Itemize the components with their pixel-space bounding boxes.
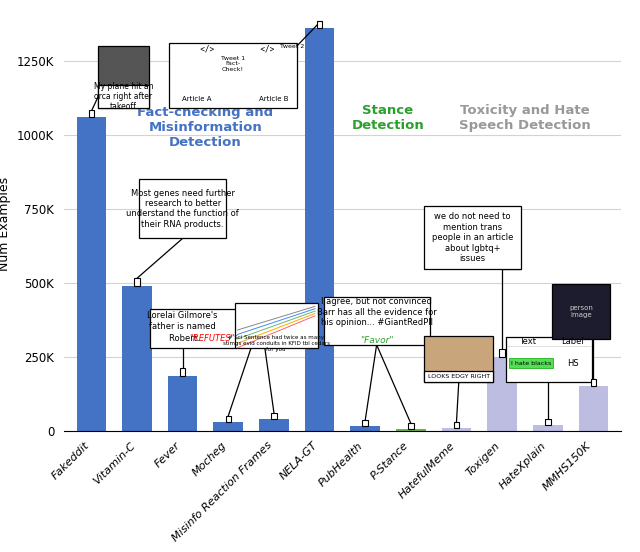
FancyBboxPatch shape xyxy=(271,413,276,419)
Text: I hate blacks: I hate blacks xyxy=(511,361,551,366)
Text: Article A: Article A xyxy=(182,97,211,102)
Bar xyxy=(259,419,289,431)
Text: Tweet 2: Tweet 2 xyxy=(280,44,305,49)
Text: "Favor": "Favor" xyxy=(360,336,394,345)
FancyBboxPatch shape xyxy=(134,278,140,286)
FancyBboxPatch shape xyxy=(89,110,94,117)
Text: Text: Text xyxy=(519,337,536,346)
Bar xyxy=(214,422,243,431)
FancyBboxPatch shape xyxy=(168,43,297,108)
Text: person
image: person image xyxy=(569,305,593,318)
Text: Stance
Detection: Stance Detection xyxy=(351,104,424,132)
Bar xyxy=(442,428,471,431)
Text: My plane hit an
orca right after
takeoff: My plane hit an orca right after takeoff xyxy=(93,82,153,112)
FancyBboxPatch shape xyxy=(424,206,521,269)
FancyBboxPatch shape xyxy=(150,309,236,348)
Bar xyxy=(77,117,106,431)
FancyBboxPatch shape xyxy=(98,46,149,108)
FancyBboxPatch shape xyxy=(324,298,429,345)
Text: Fact-checking and
Misinformation
Detection: Fact-checking and Misinformation Detecti… xyxy=(138,106,273,149)
Bar xyxy=(350,426,380,431)
Y-axis label: Num Examples: Num Examples xyxy=(0,177,12,270)
FancyBboxPatch shape xyxy=(180,369,186,376)
FancyBboxPatch shape xyxy=(139,179,227,238)
Text: Article B: Article B xyxy=(259,97,289,102)
Text: Lorelai Gilmore's
father is named: Lorelai Gilmore's father is named xyxy=(147,311,218,331)
Text: LOOKS EDGY RIGHT: LOOKS EDGY RIGHT xyxy=(428,374,490,379)
FancyBboxPatch shape xyxy=(408,423,413,429)
FancyBboxPatch shape xyxy=(506,337,591,382)
FancyBboxPatch shape xyxy=(545,419,550,424)
Bar xyxy=(533,424,563,431)
Bar xyxy=(487,357,517,431)
Bar xyxy=(122,286,152,431)
Text: I agree, but not convinced
Barr has all the evidence for
his opinion... #GiantRe: I agree, but not convinced Barr has all … xyxy=(317,298,436,327)
FancyBboxPatch shape xyxy=(552,284,610,339)
FancyBboxPatch shape xyxy=(499,349,505,357)
Text: Robert.: Robert. xyxy=(169,335,202,343)
Bar xyxy=(168,376,198,431)
Text: we do not need to
mention trans
people in an article
about lgbtq+
issues: we do not need to mention trans people i… xyxy=(432,213,513,263)
Text: HS: HS xyxy=(567,359,579,368)
FancyBboxPatch shape xyxy=(424,371,493,382)
Text: Label: Label xyxy=(561,337,584,346)
Bar xyxy=(396,429,426,431)
FancyBboxPatch shape xyxy=(591,379,596,386)
Text: # Sci Sentence had twice as many
stimgs evid conduits in KFID tbl cedars
for you: # Sci Sentence had twice as many stimgs … xyxy=(223,335,330,352)
FancyBboxPatch shape xyxy=(317,21,323,28)
Bar xyxy=(579,386,608,431)
Text: </>          </>: </> </> xyxy=(191,45,275,54)
FancyBboxPatch shape xyxy=(454,422,460,428)
Text: Tweet 1
Fact-
Check!: Tweet 1 Fact- Check! xyxy=(221,56,245,72)
FancyBboxPatch shape xyxy=(98,84,149,108)
FancyBboxPatch shape xyxy=(225,416,231,422)
Text: Most genes need further
research to better
understand the function of
their RNA : Most genes need further research to bett… xyxy=(126,189,239,229)
FancyBboxPatch shape xyxy=(509,358,553,369)
Bar xyxy=(305,28,335,431)
FancyBboxPatch shape xyxy=(235,304,317,348)
FancyBboxPatch shape xyxy=(362,420,368,426)
Text: Toxicity and Hate
Speech Detection: Toxicity and Hate Speech Detection xyxy=(459,104,591,132)
Text: "REFUTES": "REFUTES" xyxy=(189,335,235,343)
FancyBboxPatch shape xyxy=(424,336,493,382)
